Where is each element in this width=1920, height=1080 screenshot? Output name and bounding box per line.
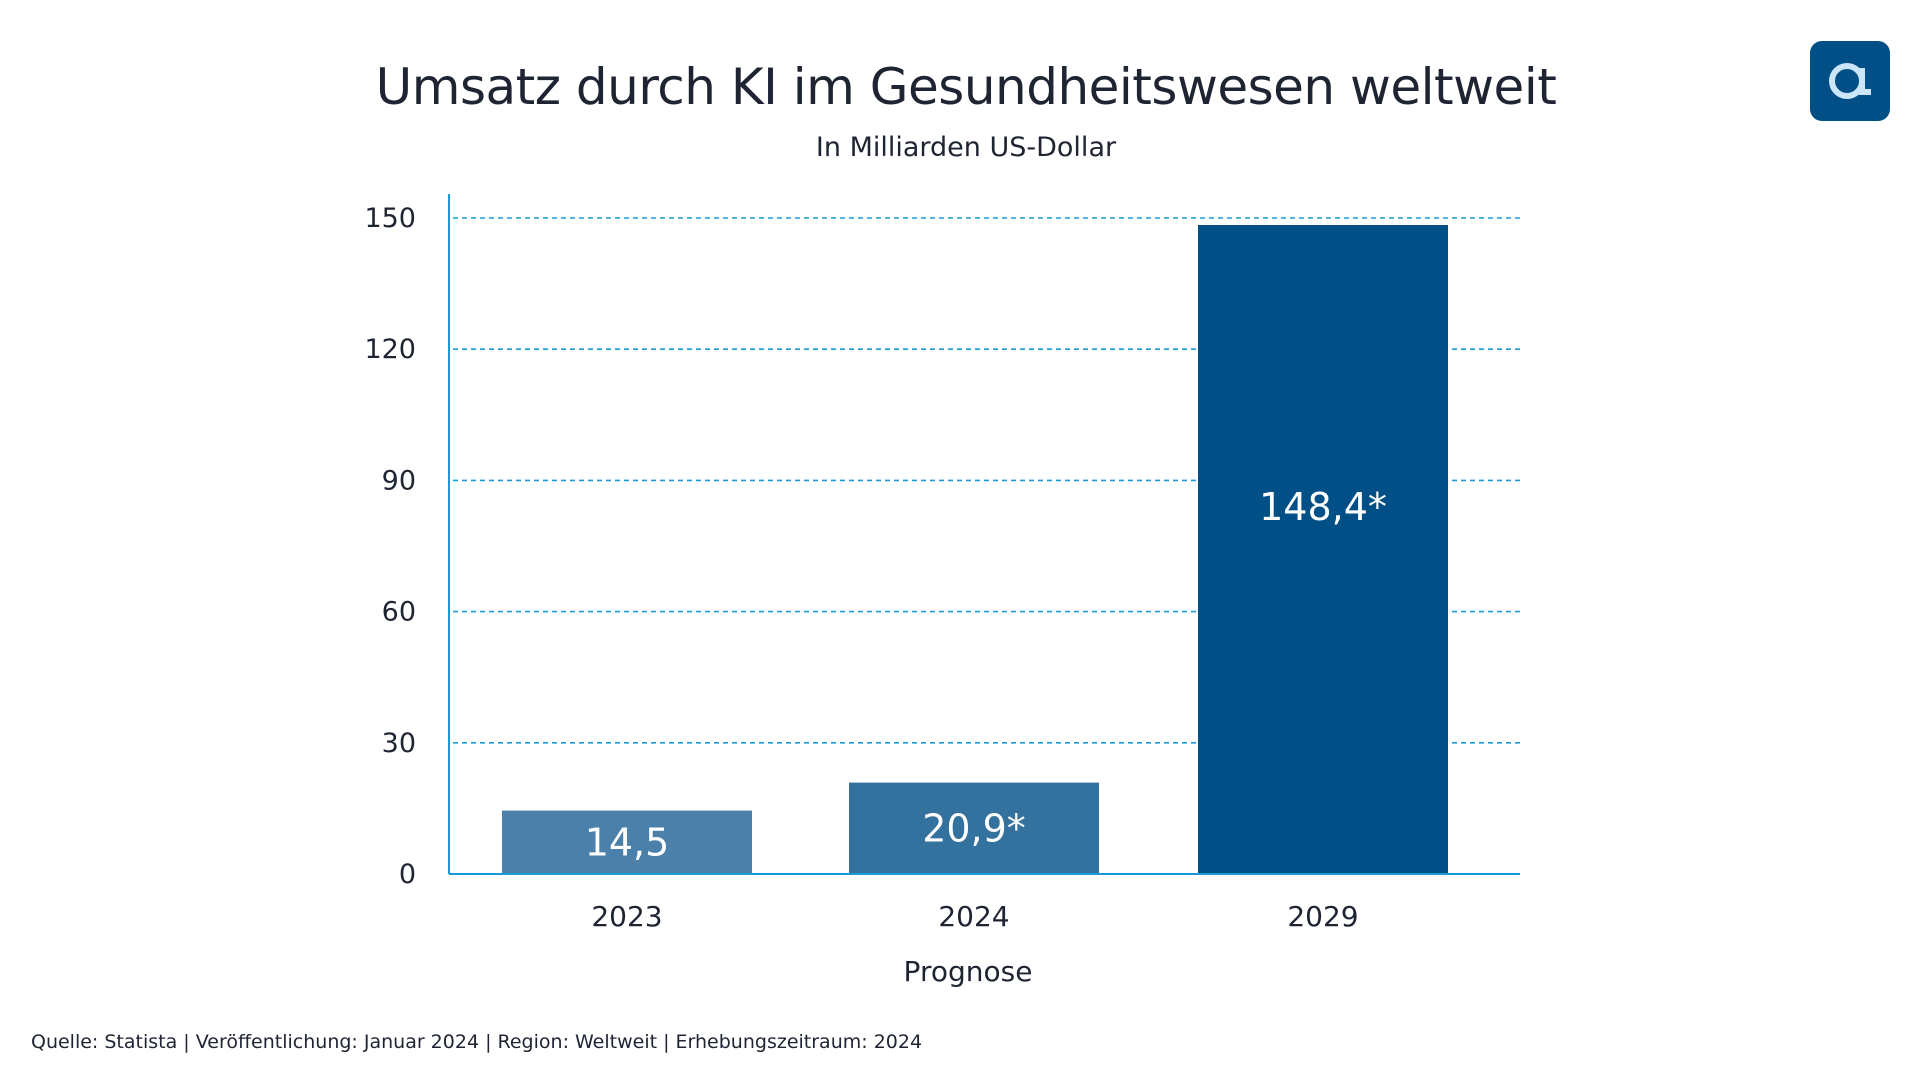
chart-subtitle: In Milliarden US-Dollar [815,132,1117,163]
y-tick-label: 120 [364,334,416,365]
bar-2029 [1198,224,1448,875]
y-tick-label: 60 [382,597,416,628]
x-tick-label: 2023 [591,900,662,933]
brand-logo [1810,41,1890,121]
y-tick-label: 90 [382,465,416,496]
y-tick-label: 30 [382,728,416,759]
y-tick-label: 150 [364,203,416,234]
chart-title: Umsatz durch KI im Gesundheitswesen welt… [375,58,1557,116]
bar-2023 [502,810,752,874]
data-label: 148,4* [1259,485,1387,529]
x-axis-label: Prognose [904,955,1033,988]
data-label: 14,5 [585,820,670,864]
bar-2024 [849,782,1099,874]
a-dot-logo-icon [1829,63,1871,99]
x-tick-label: 2029 [1287,900,1358,933]
data-label: 20,9* [922,806,1026,850]
y-tick-label: 0 [399,859,416,890]
source-note: Quelle: Statista | Veröffentlichung: Jan… [31,1031,923,1053]
x-tick-label: 2024 [938,900,1009,933]
